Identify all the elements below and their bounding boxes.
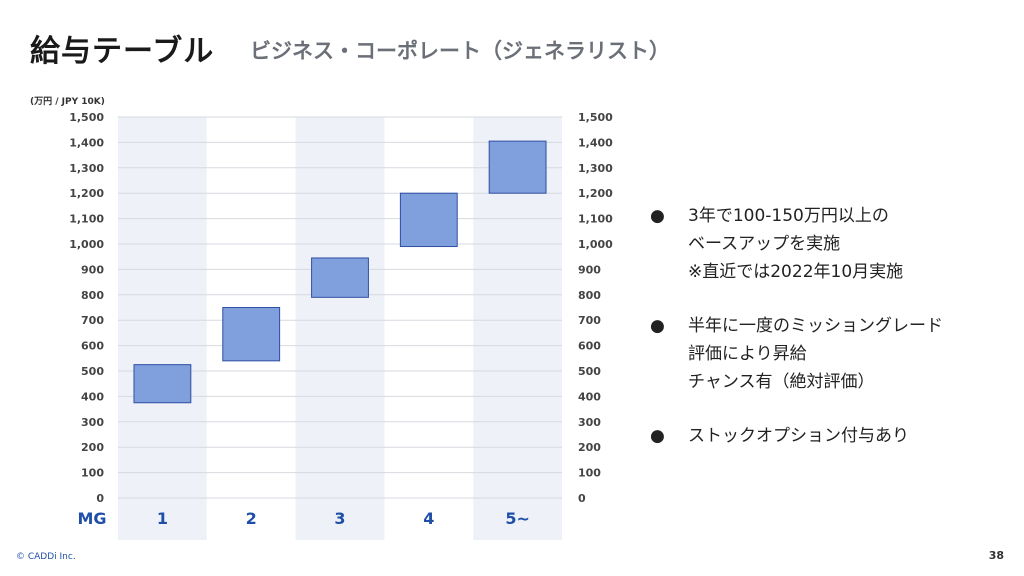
y-tick-label-right: 600 [578,340,601,353]
bullet-line: ストックオプション付与あり [688,426,909,446]
page-subtitle: ビジネス・コーポレート（ジェネラリスト） [250,39,670,63]
y-tick-label-right: 700 [578,314,601,327]
bullet-dot-icon: ● [650,206,665,226]
y-tick-label-right: 1,300 [578,162,613,175]
bullet-dot-icon: ● [650,426,665,446]
bullet-item-base-up: ● 3年で100-150万円以上の ベースアップを実施 ※直近では2022年10… [648,202,1008,286]
y-tick-label-right: 400 [578,390,601,403]
y-tick-label-right: 800 [578,289,601,302]
category-label: 3 [334,509,345,528]
salary-range-box [222,307,281,362]
y-tick-label-left: 1,100 [69,213,104,226]
category-label: 2 [246,509,257,528]
y-tick-label-left: 500 [81,365,104,378]
bullet-dot-icon: ● [650,316,665,336]
salary-range-box [399,192,458,248]
y-tick-label-left: 100 [81,467,104,480]
bullet-item-evaluation: ● 半年に一度のミッショングレード 評価により昇給 チャンス有（絶対評価） [648,312,1008,396]
y-tick-label-left: 1,200 [69,187,104,200]
y-tick-label-right: 1,100 [578,213,613,226]
category-label: 4 [423,509,434,528]
y-tick-label-left: 1,500 [69,111,104,124]
y-tick-label-left: 700 [81,314,104,327]
y-tick-label-right: 200 [578,441,601,454]
y-tick-label-right: 100 [578,467,601,480]
x-axis-label: MG [77,509,106,528]
y-tick-label-left: 1,000 [69,238,104,251]
bullet-line: 半年に一度のミッショングレード [688,316,943,336]
salary-range-chart: 0 0 100 100 200 200 300 300 400 400 500 500 600 600 70… [69,111,613,540]
salary-range-box [488,140,547,194]
category-band [118,117,207,540]
y-tick-label-left: 300 [81,416,104,429]
y-tick-label-right: 1,400 [578,136,613,149]
bullet-line: 評価により昇給 [688,344,807,364]
category-label: 1 [157,509,168,528]
y-tick-label-left: 800 [81,289,104,302]
y-tick-label-left: 1,400 [69,136,104,149]
bullet-line: チャンス有（絶対評価） [688,372,875,392]
y-tick-label-right: 0 [578,492,586,505]
y-tick-label-left: 400 [81,390,104,403]
category-label: 5~ [505,509,530,528]
y-tick-label-left: 900 [81,263,104,276]
unit-label: (万円 / JPY 10K) [30,97,105,107]
y-tick-label-left: 600 [81,340,104,353]
y-tick-label-right: 1,200 [578,187,613,200]
y-tick-label-left: 0 [96,492,104,505]
page-number: 38 [988,549,1004,562]
bullet-item-stock-option: ● ストックオプション付与あり [648,422,1008,450]
bullet-list: ● 3年で100-150万円以上の ベースアップを実施 ※直近では2022年10… [648,202,1008,476]
salary-range-box [311,257,369,298]
y-tick-label-right: 1,500 [578,111,613,124]
category-band [295,117,385,540]
y-tick-label-left: 200 [81,441,104,454]
y-tick-label-right: 500 [578,365,601,378]
bullet-line: ベースアップを実施 [688,234,841,254]
y-tick-label-left: 1,300 [69,162,104,175]
bullet-line: ※直近では2022年10月実施 [688,262,904,282]
y-tick-label-right: 1,000 [578,238,613,251]
copyright: © CADDi Inc. [16,552,76,562]
y-tick-label-right: 900 [578,263,601,276]
bullet-line: 3年で100-150万円以上の [688,206,889,226]
salary-range-box [133,364,192,404]
page-title: 給与テーブル [30,34,215,69]
y-tick-label-right: 300 [578,416,601,429]
